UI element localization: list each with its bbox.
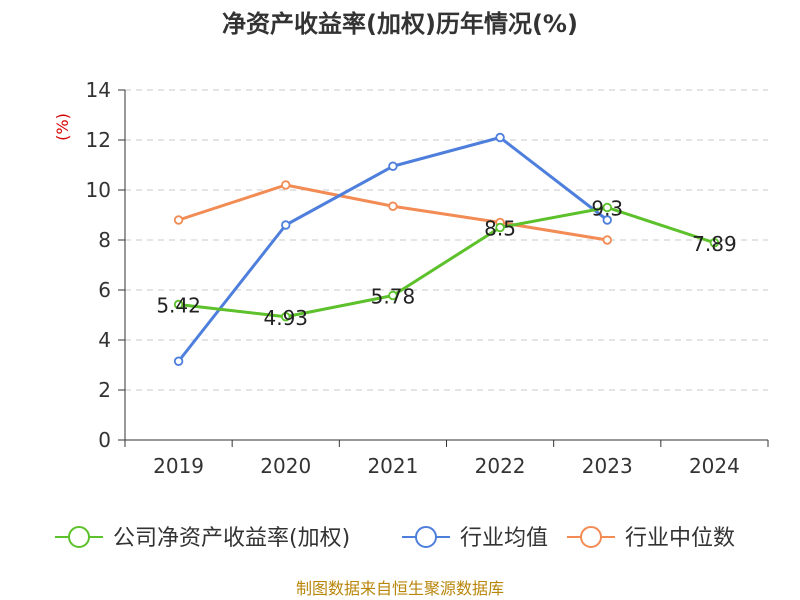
series-1-point[interactable] [602, 215, 612, 225]
series-2-point[interactable] [388, 201, 398, 211]
y-tick-label: 2 [98, 378, 111, 402]
data-label: 5.78 [371, 285, 416, 309]
data-label: 9.3 [591, 197, 623, 221]
y-tick-label: 0 [98, 428, 111, 452]
series-0-point[interactable] [709, 238, 720, 248]
legend-label-2[interactable]: 行业中位数 [625, 526, 735, 551]
data-label: 7.89 [692, 232, 737, 256]
data-label: 8.5 [484, 217, 516, 241]
series-0-point[interactable] [495, 222, 505, 233]
y-tick-label: 14 [86, 78, 111, 102]
series-line-1 [177, 136, 609, 363]
y-tick-label: 10 [86, 178, 111, 202]
legend-label-0[interactable]: 公司净资产收益率(加权) [113, 526, 350, 551]
axes: 0 2 4 6 8 10 12 14 2019 2020 2021 2022 2023 2024 [86, 78, 769, 478]
x-tick-label: 2019 [153, 454, 204, 478]
x-tick-label: 2021 [367, 454, 418, 478]
series-0-point[interactable] [173, 299, 184, 310]
series-1-point[interactable] [173, 356, 184, 366]
legend-marker-1[interactable] [415, 526, 437, 548]
legend-marker-2[interactable] [580, 526, 602, 548]
series-line-2 [178, 183, 608, 242]
legend-label-1[interactable]: 行业均值 [460, 526, 548, 551]
data-labels: 5.42 4.93 5.78 8.5 9.3 7.89 [156, 197, 736, 330]
x-tick-label: 2020 [260, 454, 311, 478]
data-label: 4.93 [263, 306, 308, 330]
legend-marker-0[interactable] [68, 526, 90, 548]
series-0-point[interactable] [388, 290, 398, 301]
chart-title: 净资产收益率(加权)历年情况(%) [222, 10, 578, 38]
series-line-0 [178, 206, 715, 319]
x-tick-label: 2024 [689, 454, 740, 478]
gridlines [125, 89, 768, 391]
legend[interactable]: 公司净资产收益率(加权) 行业均值 行业中位数 [55, 526, 735, 551]
series-1-point[interactable] [388, 161, 398, 171]
series-2-point[interactable] [173, 215, 184, 225]
y-tick-label: 12 [86, 128, 111, 152]
series [173, 132, 720, 366]
y-tick-label: 6 [98, 278, 111, 302]
y-tick-label: 4 [98, 328, 111, 352]
x-tick-label: 2023 [582, 454, 633, 478]
series-2-point[interactable] [281, 180, 291, 190]
series-0-point[interactable] [281, 312, 291, 322]
series-0-point[interactable] [602, 202, 612, 213]
x-tick-label: 2022 [475, 454, 526, 478]
y-axis-unit-label: (%) [53, 113, 72, 141]
series-1-point[interactable] [495, 132, 505, 143]
series-2-point[interactable] [602, 235, 612, 245]
series-1-point[interactable] [281, 220, 291, 230]
source-footer: 制图数据来自恒生聚源数据库 [296, 579, 504, 598]
data-label: 5.42 [156, 294, 201, 318]
y-tick-label: 8 [98, 228, 111, 252]
